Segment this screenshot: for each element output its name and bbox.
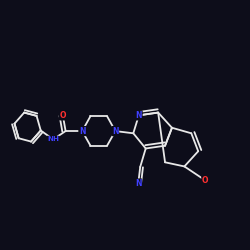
Text: N: N <box>135 179 141 188</box>
Text: O: O <box>60 111 66 120</box>
Text: N: N <box>112 126 118 136</box>
Text: NH: NH <box>47 136 59 142</box>
Text: N: N <box>136 111 142 120</box>
Text: N: N <box>79 126 86 136</box>
Text: O: O <box>202 176 208 185</box>
